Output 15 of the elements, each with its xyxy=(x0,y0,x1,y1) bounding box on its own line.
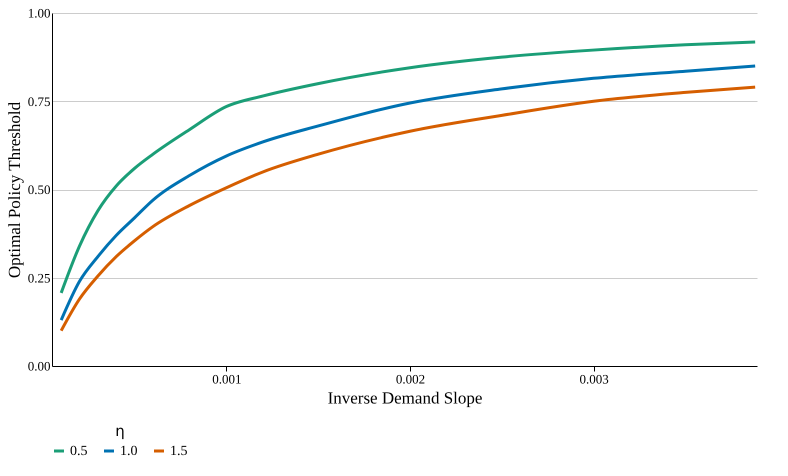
x-tick-label: 0.001 xyxy=(212,372,242,386)
y-axis-title: Optimal Policy Threshold xyxy=(4,101,24,278)
y-tick-label: 0.25 xyxy=(28,270,50,286)
y-tick-label: 0.00 xyxy=(28,358,50,374)
x-tick-label: 0.003 xyxy=(579,372,609,386)
x-axis-title: Inverse Demand Slope xyxy=(328,388,482,408)
y-tick-label: 1.00 xyxy=(28,6,50,20)
line-series xyxy=(60,40,757,294)
legend-title: η xyxy=(115,422,125,440)
legend-label: 0.5 xyxy=(70,444,88,459)
y-tick-label: 0.50 xyxy=(28,182,50,197)
legend-label: 1.5 xyxy=(170,444,188,459)
y-tick-label: 0.75 xyxy=(28,94,50,109)
x-tick-label: 0.002 xyxy=(396,372,426,386)
legend-label: 1.0 xyxy=(120,444,138,459)
